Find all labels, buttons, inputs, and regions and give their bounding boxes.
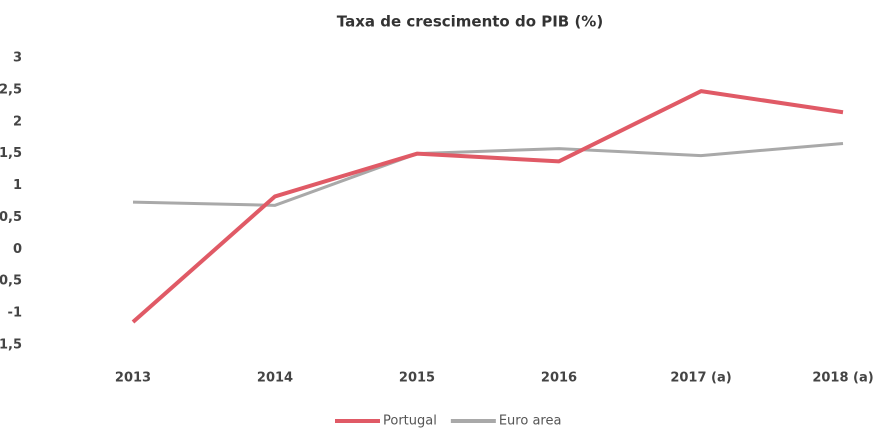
y-tick-label: 0: [13, 242, 22, 257]
series-line: [131, 89, 844, 324]
y-tick-label: -1,5: [0, 338, 22, 353]
y-tick-label: 0,5: [0, 210, 22, 225]
y-tick-label: -1: [8, 306, 22, 321]
legend-label: Euro area: [499, 414, 562, 429]
x-tick-label: 2015: [399, 371, 435, 386]
chart-title: Taxa de crescimento do PIB (%): [337, 13, 603, 31]
x-tick-label: 2014: [257, 371, 293, 386]
y-tick-label: 2: [13, 114, 22, 129]
x-tick-label: 2018 (a): [812, 371, 873, 386]
y-tick-label: 2,5: [0, 82, 22, 97]
x-tick-label: 2013: [115, 371, 151, 386]
legend-label: Portugal: [383, 414, 437, 429]
x-tick-label: 2017 (a): [670, 371, 731, 386]
y-tick-label: 3: [13, 51, 22, 66]
y-tick-label: -0,5: [0, 274, 22, 289]
x-tick-label: 2016: [541, 371, 577, 386]
y-tick-label: 1,5: [0, 146, 22, 161]
y-tick-label: 1: [13, 178, 22, 193]
series-line: [132, 141, 844, 207]
